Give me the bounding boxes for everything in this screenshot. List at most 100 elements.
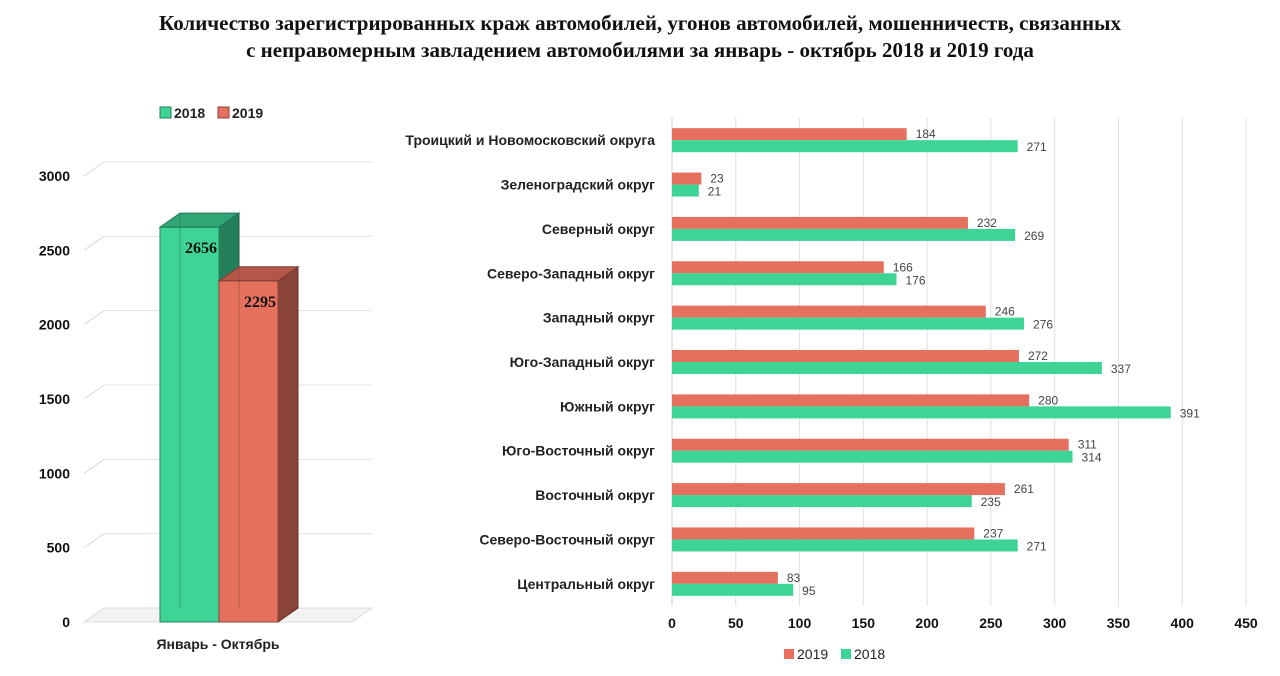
bar-2019-7 [672, 438, 1069, 451]
legend-label-right-2019: 2019 [797, 646, 828, 662]
left-y-tick-1500: 1500 [39, 391, 70, 407]
right-x-tick-0: 0 [668, 615, 676, 631]
bar-2019-1 [672, 172, 702, 185]
legend-label-2019: 2019 [232, 105, 263, 121]
left-grid-diag-2500 [83, 235, 105, 251]
category-label-2: Северный округ [542, 221, 655, 237]
left-y-tick-500: 500 [47, 540, 71, 556]
category-label-9: Северо-Восточный округ [479, 531, 655, 547]
legend-label-right-2018: 2018 [854, 646, 885, 662]
category-group-9: Северо-Восточный округ 237 271 [479, 526, 1047, 553]
legend-swatch-2018 [159, 106, 172, 119]
bar-2019-4 [672, 305, 986, 318]
data-label-2019-8: 261 [1014, 482, 1034, 496]
bar-2018-10 [672, 583, 794, 596]
data-label-2018-7: 314 [1082, 451, 1102, 465]
bar-front-2018 [159, 226, 220, 623]
bar-2019: 2295 [217, 265, 300, 623]
data-label-2019-6: 280 [1038, 393, 1058, 407]
category-group-8: Восточный округ 261 235 [535, 482, 1034, 509]
bar-2019-9 [672, 527, 975, 540]
left-y-tick-0: 0 [62, 614, 70, 630]
bar-2018-8 [672, 495, 972, 508]
category-group-2: Северный округ 232 269 [542, 216, 1045, 243]
bar-value-2018: 2656 [185, 240, 217, 257]
left-grid-diag-1000 [83, 458, 105, 474]
data-label-2019-9: 237 [983, 526, 1003, 540]
category-label-0: Троицкий и Новомосковский округа [405, 132, 655, 148]
data-label-2018-2: 269 [1024, 229, 1044, 243]
bar-2018-6 [672, 406, 1171, 419]
left-grid-diag-500 [83, 533, 105, 549]
category-group-6: Южный округ 280 391 [560, 393, 1200, 420]
bar-2018-0 [672, 140, 1018, 153]
data-label-2019-2: 232 [977, 216, 997, 230]
category-group-0: Троицкий и Новомосковский округа 184 271 [405, 127, 1047, 154]
right-x-tick-50: 50 [728, 615, 744, 631]
data-label-2018-5: 337 [1111, 362, 1131, 376]
category-group-5: Юго-Западный округ 272 337 [510, 349, 1132, 376]
bar-2018-3 [672, 273, 897, 286]
data-label-2018-4: 276 [1033, 318, 1053, 332]
data-label-2019-7: 311 [1078, 438, 1097, 452]
right-x-tick-100: 100 [788, 615, 812, 631]
right-x-tick-250: 250 [979, 615, 1003, 631]
bar-value-2019: 2295 [244, 294, 276, 311]
left-category-label: Январь - Октябрь [156, 636, 279, 652]
data-label-2018-3: 176 [905, 273, 925, 287]
data-label-2019-3: 166 [893, 260, 913, 274]
right-legend: 2019 2018 [784, 646, 885, 662]
right-x-tick-300: 300 [1043, 615, 1067, 631]
bar-2019-0 [672, 128, 907, 141]
left-y-tick-1000: 1000 [39, 465, 70, 481]
data-label-2018-0: 271 [1027, 140, 1047, 154]
right-x-tick-150: 150 [852, 615, 876, 631]
bar-front-2019 [218, 280, 279, 623]
left-y-tick-2000: 2000 [39, 317, 70, 333]
category-label-1: Зеленоградский округ [501, 177, 656, 193]
legend-label-2018: 2018 [174, 105, 205, 121]
data-label-2018-9: 271 [1027, 539, 1047, 553]
left-grid-diag-2000 [83, 310, 105, 326]
category-label-7: Юго-Восточный округ [502, 443, 655, 459]
category-label-10: Центральный округ [517, 576, 655, 592]
category-label-3: Северо-Западный округ [487, 265, 655, 281]
data-label-2019-10: 83 [787, 571, 801, 585]
category-label-8: Восточный округ [535, 487, 655, 503]
bar-2018-4 [672, 317, 1025, 330]
chart-title-line-1: Количество зарегистрированных краж автом… [159, 11, 1121, 35]
bar-2019-5 [672, 350, 1019, 362]
legend-swatch-2019 [217, 106, 230, 119]
bar-2019-8 [672, 483, 1005, 496]
data-label-2018-8: 235 [981, 495, 1001, 509]
category-label-6: Южный округ [560, 398, 655, 414]
category-group-4: Западный округ 246 276 [543, 305, 1054, 332]
data-label-2019-4: 246 [995, 305, 1015, 319]
bar-2019-3 [672, 261, 884, 274]
total-3d-bar-chart: 2018 2019 0 500 1000 1500 2000 2500 3000 2656 2295… [39, 105, 374, 652]
bar-2019-6 [672, 394, 1030, 407]
bar-2018-5 [672, 362, 1102, 374]
bar-2018-1 [672, 184, 699, 197]
data-label-2018-1: 21 [708, 185, 722, 199]
chart-title-line-2: с неправомерным завладением автомобилями… [246, 38, 1034, 62]
bar-2019-2 [672, 216, 968, 229]
right-x-tick-450: 450 [1234, 615, 1258, 631]
left-y-tick-3000: 3000 [39, 168, 70, 184]
bar-2018-9 [672, 539, 1018, 552]
left-legend: 2018 2019 [159, 105, 263, 121]
data-label-2019-5: 272 [1028, 349, 1048, 363]
right-x-tick-350: 350 [1107, 615, 1131, 631]
left-y-tick-2500: 2500 [39, 242, 70, 258]
category-label-4: Западный округ [543, 310, 655, 326]
data-label-2019-1: 23 [710, 172, 724, 186]
bar-2018-7 [672, 450, 1073, 463]
bar-2018-2 [672, 228, 1016, 241]
legend-swatch-right-2018 [841, 649, 851, 659]
data-label-2019-0: 184 [916, 127, 936, 141]
right-x-tick-200: 200 [915, 615, 939, 631]
